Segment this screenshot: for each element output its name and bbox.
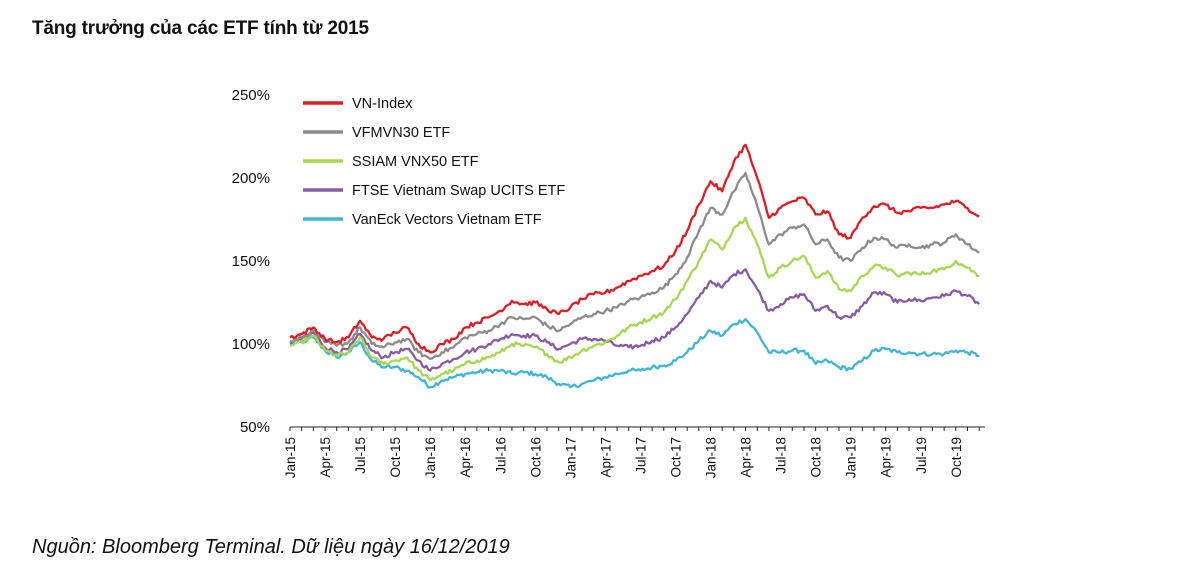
series-line-2 (289, 171, 980, 361)
x-tick-label: Apr-18 (739, 437, 754, 478)
x-tick-label: Jul-17 (633, 437, 648, 474)
x-tick-label: Oct-17 (668, 437, 683, 478)
legend: VN-Index VFMVN30 ETF SSIAM VNX50 ETF FTSE V… (303, 96, 565, 228)
legend-label: SSIAM VNX50 ETF (352, 154, 479, 170)
x-tick-label: Apr-15 (318, 437, 333, 478)
source-note: Nguồn: Bloomberg Terminal. Dữ liệu ngày … (32, 536, 510, 558)
x-tick-label: Jan-19 (844, 437, 859, 478)
page-title: Tăng trưởng của các ETF tính từ 2015 (32, 18, 369, 39)
x-tick-label: Jan-17 (563, 437, 578, 478)
y-tick-label: 150% (232, 253, 270, 270)
legend-label: VFMVN30 ETF (352, 125, 450, 141)
x-tick-label: Jan-18 (704, 437, 719, 478)
x-tick-label: Apr-19 (879, 437, 894, 478)
x-tick-label: Apr-16 (458, 437, 473, 478)
series-layer (289, 143, 981, 389)
legend-label: VanEck Vectors Vietnam ETF (352, 212, 542, 228)
x-tick-label: Jan-16 (423, 437, 438, 478)
legend-label: VN-Index (352, 96, 413, 112)
x-axis: Jan-15 Apr-15 Jul-15 Oct-15 Jan-16 Apr-16 Jul-… (283, 426, 985, 478)
x-tick-label: Jul-18 (774, 437, 789, 474)
x-tick-label: Jul-16 (493, 437, 508, 474)
x-tick-label: Jul-15 (353, 437, 368, 474)
y-tick-label: 200% (232, 170, 270, 187)
y-tick-label: 250% (232, 87, 270, 104)
x-tick-label: Jan-15 (283, 437, 298, 478)
x-tick-label: Oct-18 (809, 437, 824, 478)
series-line-4 (289, 268, 981, 372)
y-tick-label: 50% (240, 419, 270, 436)
x-tick-label: Oct-16 (528, 437, 543, 478)
series-line-3 (289, 216, 980, 382)
x-tick-label: Jul-19 (914, 437, 929, 474)
y-tick-label: 100% (232, 336, 270, 353)
x-tick-label: Apr-17 (598, 437, 613, 478)
x-tick-label: Oct-15 (388, 437, 403, 478)
x-tick-label: Oct-19 (949, 437, 964, 478)
y-axis: 50% 100% 150% 200% 250% (232, 87, 270, 436)
series-line-5 (289, 317, 980, 389)
series-line-1 (289, 143, 980, 354)
legend-label: FTSE Vietnam Swap UCITS ETF (352, 183, 565, 199)
